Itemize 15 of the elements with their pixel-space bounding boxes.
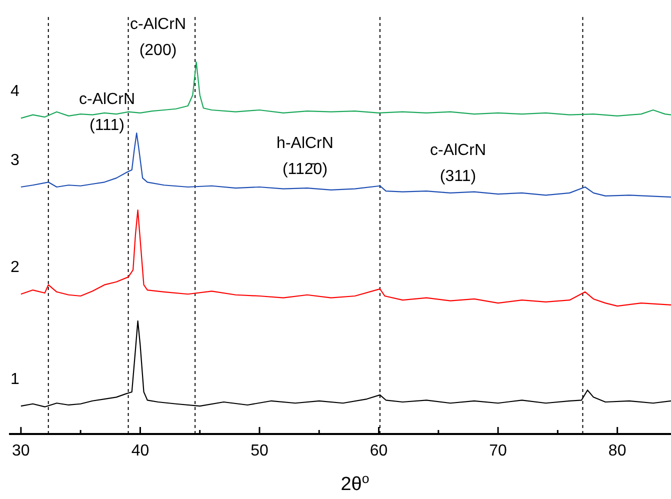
x-tick-label: 30 <box>12 442 30 460</box>
annotation: h-AlCrN (112̄0) <box>276 135 334 178</box>
annotation: c-AlCrN (311) <box>430 142 486 185</box>
x-axis-title: 2θ$^{o}$ <box>340 470 370 495</box>
series-label: 3 <box>10 152 20 169</box>
x-tick-label: 70 <box>489 442 508 460</box>
x-tick-label: 40 <box>131 442 150 460</box>
text: c-AlCrN (200) <box>130 16 186 59</box>
series-label: 1 <box>10 371 20 388</box>
series-label: 4 <box>10 83 20 100</box>
series-label: 2 <box>10 259 20 276</box>
x-tick-label: 60 <box>370 442 388 460</box>
annotation: c-AlCrN (111) <box>79 91 135 134</box>
x-tick-label: 80 <box>608 442 626 460</box>
x-tick-label: 50 <box>250 442 268 460</box>
